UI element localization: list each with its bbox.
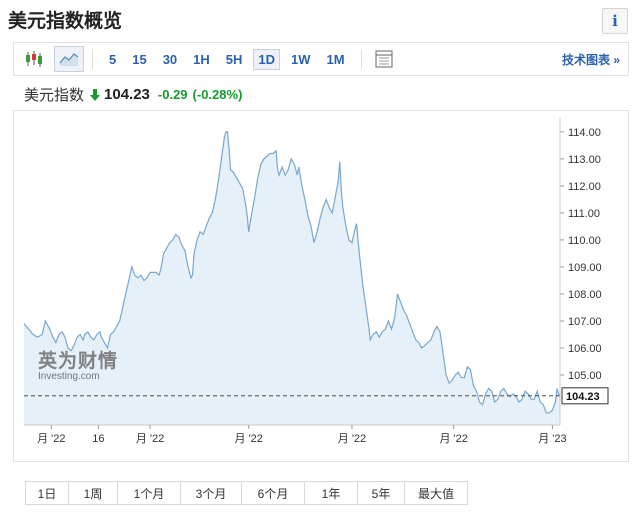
price-chart[interactable]: 114.00 113.00 112.00 111.00 110.00 109.00 108.… <box>0 0 640 470</box>
x-tick-label: 月 '22 <box>338 433 366 445</box>
y-tick-label: 107.00 <box>568 316 602 328</box>
range-1w[interactable]: 1周 <box>68 481 118 505</box>
page-title: 美元指数概览 <box>8 11 123 32</box>
last-price-label: 104.23 <box>566 391 600 403</box>
last-price: 104.23 <box>104 86 150 103</box>
interval-1d[interactable]: 1D <box>253 48 281 70</box>
range-1y[interactable]: 1年 <box>304 481 358 505</box>
instrument-name: 美元指数 <box>24 87 85 104</box>
range-5y[interactable]: 5年 <box>357 481 405 505</box>
range-1m[interactable]: 1个月 <box>117 481 181 505</box>
quote-bar: 美元指数 104.23 -0.29 (-0.28%) <box>24 84 242 105</box>
x-tick-label: 月 '22 <box>37 433 65 445</box>
last-price-badge <box>561 387 609 405</box>
price-area <box>24 131 560 425</box>
y-tick-label: 109.00 <box>568 262 602 274</box>
watermark-site: Investing.com <box>38 371 100 382</box>
interval-5h[interactable]: 5H <box>225 51 243 67</box>
watermark-logo-text: 英为财情 <box>38 351 119 372</box>
y-tick-label: 114.00 <box>568 127 601 139</box>
toolbar-divider <box>92 49 93 69</box>
y-tick-label: 110.00 <box>568 235 601 247</box>
interval-1h[interactable]: 1H <box>193 51 210 67</box>
y-tick-label: 106.00 <box>568 343 602 355</box>
range-max[interactable]: 最大值 <box>404 481 468 505</box>
interval-30[interactable]: 30 <box>162 51 178 67</box>
x-tick-label: 月 '22 <box>440 433 468 445</box>
price-line <box>23 131 561 414</box>
interval-1w[interactable]: 1W <box>291 51 311 67</box>
table-icon[interactable] <box>370 47 398 71</box>
range-6m[interactable]: 6个月 <box>241 481 305 505</box>
range-3m[interactable]: 3个月 <box>180 481 242 505</box>
range-selector: 1日 1周 1个月 3个月 6个月 1年 5年 最大值 <box>25 481 468 505</box>
y-tick-label: 113.00 <box>568 154 601 166</box>
area-chart-icon[interactable] <box>54 46 84 72</box>
interval-1m[interactable]: 1M <box>326 51 345 67</box>
price-change-percent: (-0.28%) <box>192 87 243 102</box>
y-tick-label: 111.00 <box>568 208 600 220</box>
x-tick-label: 月 '22 <box>235 433 263 445</box>
candlestick-icon[interactable] <box>20 47 48 71</box>
x-tick-label: 16 <box>92 433 104 445</box>
info-button[interactable]: i <box>602 8 628 34</box>
chart-frame <box>13 110 629 462</box>
y-tick-label: 112.00 <box>568 181 601 193</box>
price-change: -0.29 <box>157 87 188 102</box>
interval-15[interactable]: 15 <box>132 51 147 67</box>
arrow-down-icon <box>90 88 101 101</box>
y-tick-label: 108.00 <box>568 289 602 301</box>
x-tick-label: 月 '23 <box>538 433 566 445</box>
toolbar-divider <box>360 49 362 69</box>
range-1d[interactable]: 1日 <box>25 481 69 505</box>
y-tick-label: 105.00 <box>568 370 602 382</box>
technical-chart-link[interactable]: 技术图表 » <box>561 52 620 67</box>
x-tick-label: 月 '22 <box>136 433 164 445</box>
chart-toolbar: 5 15 30 1H 5H 1D 1W 1M 技术图表 » <box>13 42 629 76</box>
watermark: 英为财情 Investing.com <box>38 346 118 382</box>
interval-5[interactable]: 5 <box>109 51 117 67</box>
